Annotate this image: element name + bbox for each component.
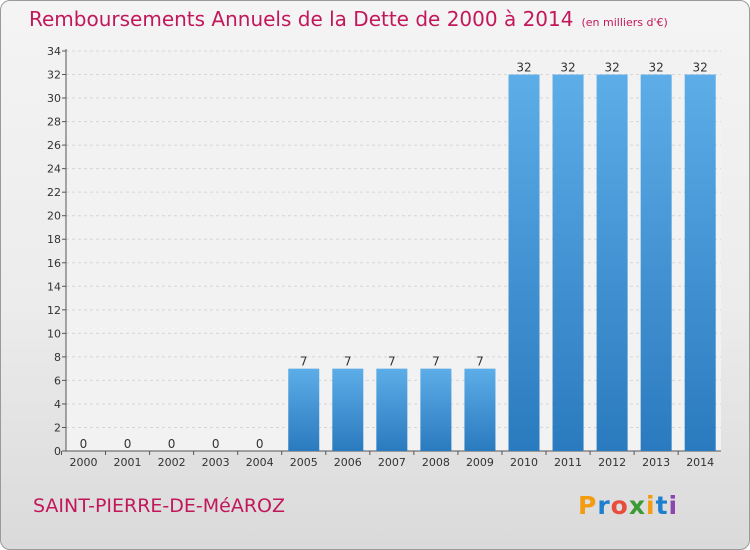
y-tick-label: 6 [54, 374, 61, 387]
bar [552, 74, 584, 451]
bar [464, 368, 496, 451]
logo-letter: r [597, 491, 611, 520]
x-tick-label: 2007 [378, 456, 406, 469]
y-tick-label: 2 [54, 421, 61, 434]
data-label: 32 [649, 61, 664, 75]
chart-title-text: Remboursements Annuels de la Dette de 20… [29, 7, 574, 31]
y-tick-label: 26 [47, 139, 61, 152]
y-tick-label: 20 [47, 210, 61, 223]
y-tick-label: 16 [47, 257, 61, 270]
bar [684, 74, 716, 451]
chart-unit: (en milliers d'€) [581, 16, 668, 29]
x-tick-label: 2009 [466, 456, 494, 469]
x-tick-label: 2014 [686, 456, 714, 469]
chart-title: Remboursements Annuels de la Dette de 20… [29, 7, 668, 31]
y-tick-label: 22 [47, 186, 61, 199]
x-tick-label: 2011 [554, 456, 582, 469]
x-tick-label: 2004 [246, 456, 274, 469]
data-label: 0 [168, 437, 176, 451]
logo-letter: x [628, 491, 646, 520]
x-tick-label: 2010 [510, 456, 538, 469]
data-label: 7 [476, 355, 484, 369]
x-tick-label: 2012 [598, 456, 626, 469]
data-label: 7 [300, 355, 308, 369]
data-label: 7 [388, 355, 396, 369]
data-label: 0 [212, 437, 220, 451]
y-tick-label: 24 [47, 163, 61, 176]
logo-letter: t [655, 491, 669, 520]
x-tick-label: 2001 [114, 456, 142, 469]
logo-letter: o [610, 491, 629, 520]
logo-letter: i [646, 491, 656, 520]
data-label: 32 [516, 61, 531, 75]
y-tick-label: 14 [47, 280, 61, 293]
y-tick-label: 10 [47, 327, 61, 340]
bar [420, 368, 452, 451]
data-label: 0 [124, 437, 132, 451]
bar [508, 74, 540, 451]
bar [332, 368, 364, 451]
bar [376, 368, 408, 451]
y-tick-label: 12 [47, 304, 61, 317]
proxiti-logo: Proxiti [578, 491, 678, 520]
data-label: 32 [604, 61, 619, 75]
x-tick-label: 2002 [158, 456, 186, 469]
y-tick-label: 28 [47, 116, 61, 129]
x-tick-label: 2005 [290, 456, 318, 469]
y-tick-label: 0 [54, 445, 61, 458]
bar [596, 74, 628, 451]
data-label: 7 [432, 355, 440, 369]
x-tick-label: 2008 [422, 456, 450, 469]
x-tick-label: 2013 [642, 456, 670, 469]
commune-name: SAINT-PIERRE-DE-MéAROZ [33, 495, 286, 517]
data-label: 32 [693, 61, 708, 75]
y-tick-label: 4 [54, 398, 61, 411]
x-tick-label: 2000 [70, 456, 98, 469]
y-tick-label: 32 [47, 69, 61, 82]
logo-letter: P [578, 491, 598, 520]
bar [288, 368, 320, 451]
y-tick-label: 30 [47, 92, 61, 105]
x-tick-label: 2006 [334, 456, 362, 469]
y-tick-label: 18 [47, 233, 61, 246]
data-label: 0 [256, 437, 264, 451]
data-label: 32 [560, 61, 575, 75]
y-tick-label: 34 [47, 45, 61, 58]
y-tick-label: 8 [54, 351, 61, 364]
data-label: 0 [80, 437, 88, 451]
logo-letter: i [668, 491, 679, 520]
x-tick-label: 2003 [202, 456, 230, 469]
bar [640, 74, 672, 451]
data-label: 7 [344, 355, 352, 369]
